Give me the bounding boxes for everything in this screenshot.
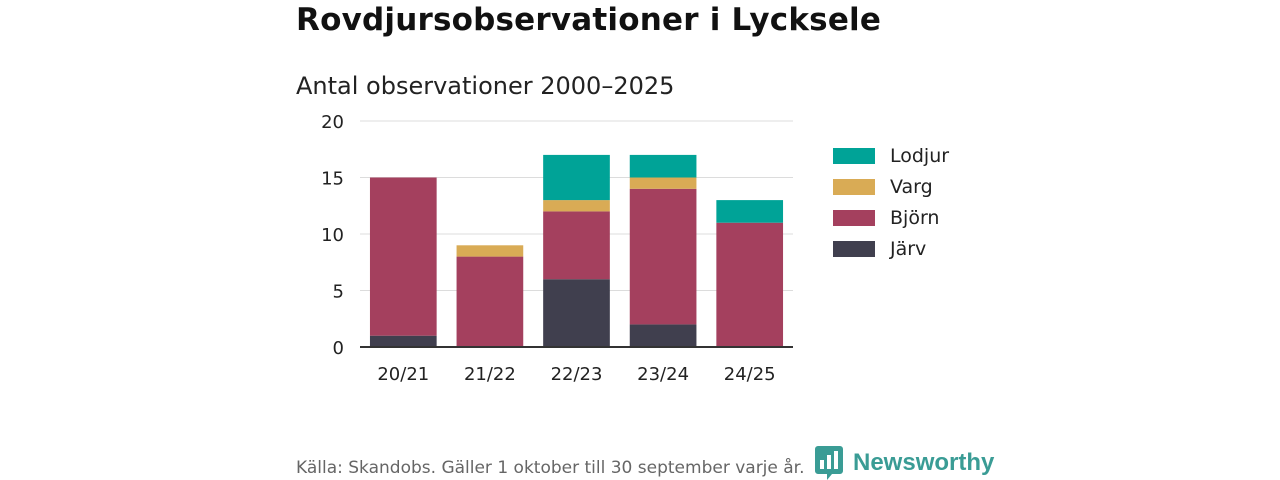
chart-legend: Lodjur Varg Björn Järv [833, 140, 949, 264]
source-note: Källa: Skandobs. Gäller 1 oktober till 3… [296, 458, 805, 478]
legend-swatch [833, 147, 875, 164]
legend-label: Järv [890, 237, 927, 260]
bar-bjrn-23-24 [629, 188, 697, 325]
chart-subtitle: Antal observationer 2000–2025 [296, 72, 675, 100]
newsworthy-logo-icon [815, 446, 843, 480]
legend-item: Björn [833, 202, 949, 233]
x-tick-label: 20/21 [377, 364, 429, 385]
legend-item: Varg [833, 171, 949, 202]
x-tick-label: 22/23 [551, 364, 603, 385]
y-tick-label: 5 [333, 282, 344, 303]
y-tick-label: 15 [321, 169, 344, 190]
legend-item: Järv [833, 233, 949, 264]
y-tick-label: 20 [321, 112, 344, 133]
bar-lodjur-23-24 [629, 154, 697, 178]
legend-label: Björn [890, 206, 940, 229]
legend-item: Lodjur [833, 140, 949, 171]
bar-bjrn-20-21 [369, 177, 437, 336]
bar-bjrn-22-23 [543, 211, 610, 280]
legend-swatch [833, 240, 875, 257]
bar-varg-23-24 [629, 177, 697, 189]
y-tick-label: 10 [321, 225, 344, 246]
x-tick-label: 24/25 [724, 364, 776, 385]
bar-jrv-22-23 [543, 279, 610, 347]
x-tick-label: 21/22 [464, 364, 516, 385]
bar-bjrn-21-22 [456, 256, 524, 347]
legend-swatch [833, 178, 875, 195]
chart-title: Rovdjursobservationer i Lycksele [296, 2, 882, 38]
legend-swatch [833, 209, 875, 226]
bar-lodjur-22-23 [543, 154, 610, 201]
legend-label: Lodjur [890, 144, 950, 167]
bar-lodjur-24-25 [716, 200, 784, 223]
bar-bjrn-24-25 [716, 222, 784, 347]
bar-jrv-23-24 [629, 324, 697, 347]
brand-name: Newsworthy [853, 449, 995, 476]
bar-varg-22-23 [543, 200, 610, 212]
bar-varg-21-22 [456, 245, 524, 257]
y-tick-label: 0 [333, 338, 344, 359]
bar-jrv-20-21 [369, 335, 437, 347]
legend-label: Varg [890, 175, 933, 198]
newsworthy-logo: Newsworthy [815, 446, 994, 480]
x-tick-label: 23/24 [637, 364, 689, 385]
